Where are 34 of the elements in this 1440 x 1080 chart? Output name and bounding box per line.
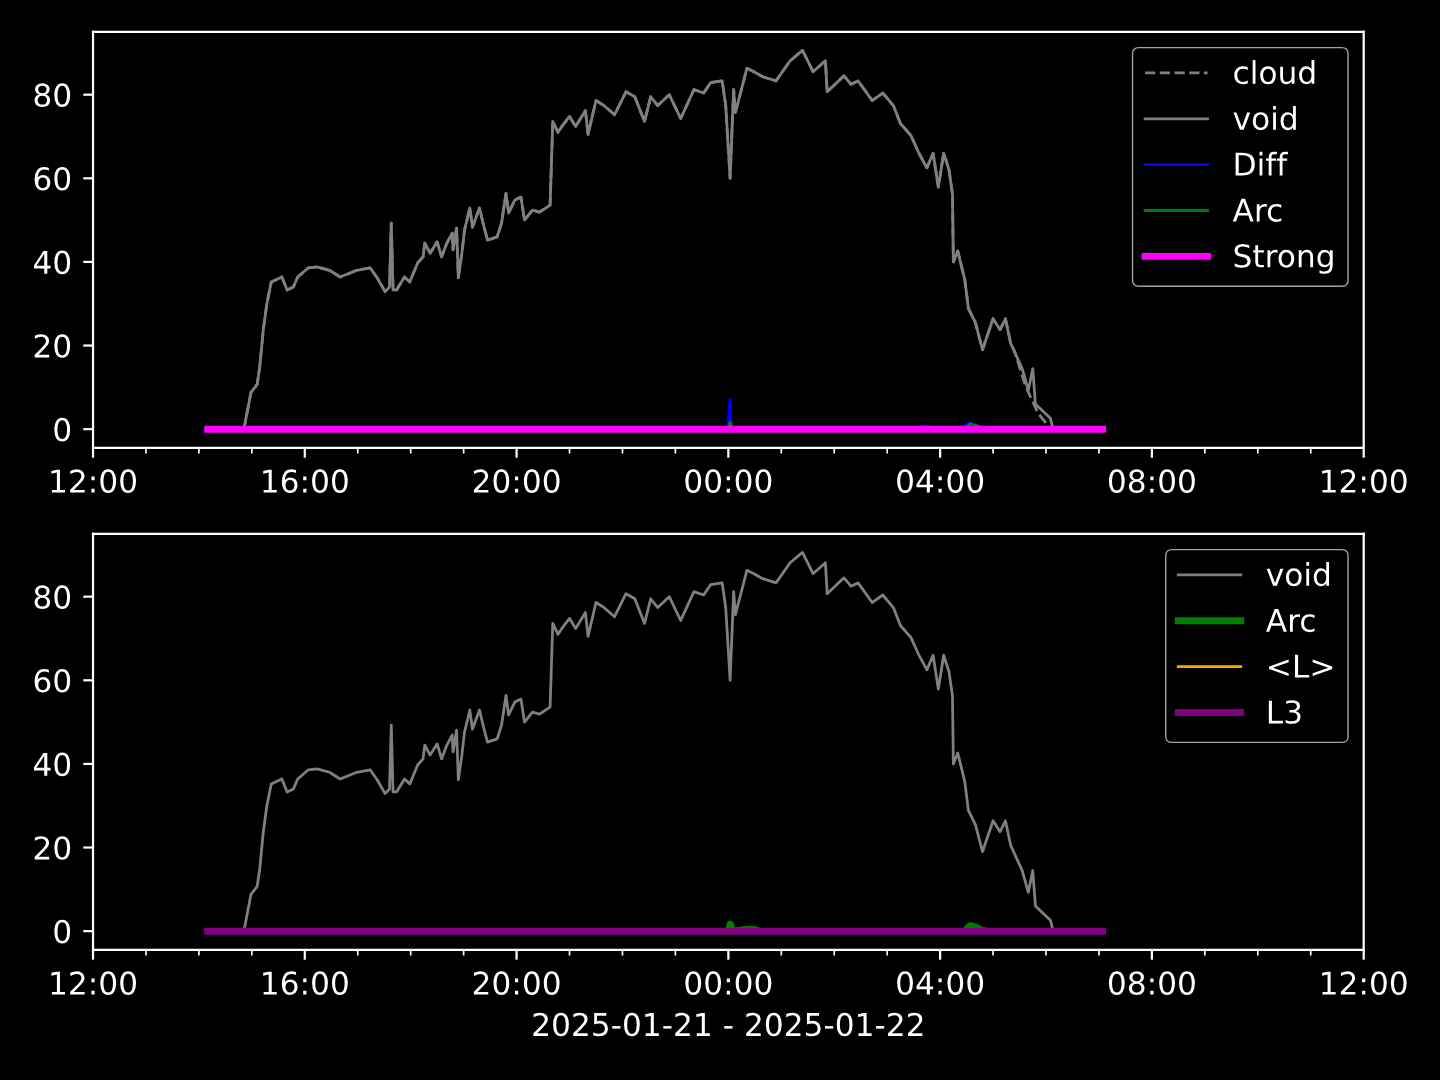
legend-label: Diff [1235, 151, 1288, 176]
x-tick-label: 12:00 [51, 971, 136, 995]
legend-label: Arc [1232, 198, 1282, 222]
legend-label: Strong [1234, 244, 1333, 274]
legend-label: cloud [1234, 60, 1315, 85]
x-tick-label: 04:00 [897, 971, 984, 995]
legend-label: void [1233, 105, 1296, 131]
x-tick-label: 16:00 [263, 971, 348, 995]
y-tick-label: 0 [54, 919, 71, 944]
x-tick-label: 12:00 [1322, 971, 1407, 995]
x-tick-label: 20:00 [473, 971, 560, 995]
x-tick-label: 04:00 [897, 469, 984, 494]
legend-label: <L> [1269, 654, 1333, 678]
x-tick-label: 12:00 [51, 469, 136, 494]
x-tick-label: 20:00 [473, 469, 560, 494]
legend-label: L3 [1268, 700, 1301, 724]
x-tick-label: 08:00 [1108, 971, 1195, 995]
y-tick-label: 60 [34, 166, 71, 191]
x-tick-label: 08:00 [1108, 469, 1195, 494]
y-tick-label: 80 [34, 585, 71, 609]
y-tick-label: 40 [33, 250, 71, 275]
y-tick-label: 40 [33, 752, 71, 777]
y-tick-label: 60 [34, 668, 71, 693]
x-tick-label: 00:00 [685, 469, 772, 494]
y-tick-label: 80 [34, 83, 71, 107]
y-tick-label: 0 [54, 417, 71, 442]
y-tick-label: 20 [34, 334, 71, 358]
x-tick-label: 12:00 [1322, 469, 1407, 494]
x-tick-label: 00:00 [685, 971, 772, 995]
legend-label: void [1266, 562, 1330, 587]
x-tick-label: 16:00 [263, 469, 348, 494]
legend-label: Arc [1266, 608, 1315, 633]
y-tick-label: 20 [34, 836, 71, 860]
x-axis-title: 2025-01-21 - 2025-01-22 [533, 1012, 923, 1037]
